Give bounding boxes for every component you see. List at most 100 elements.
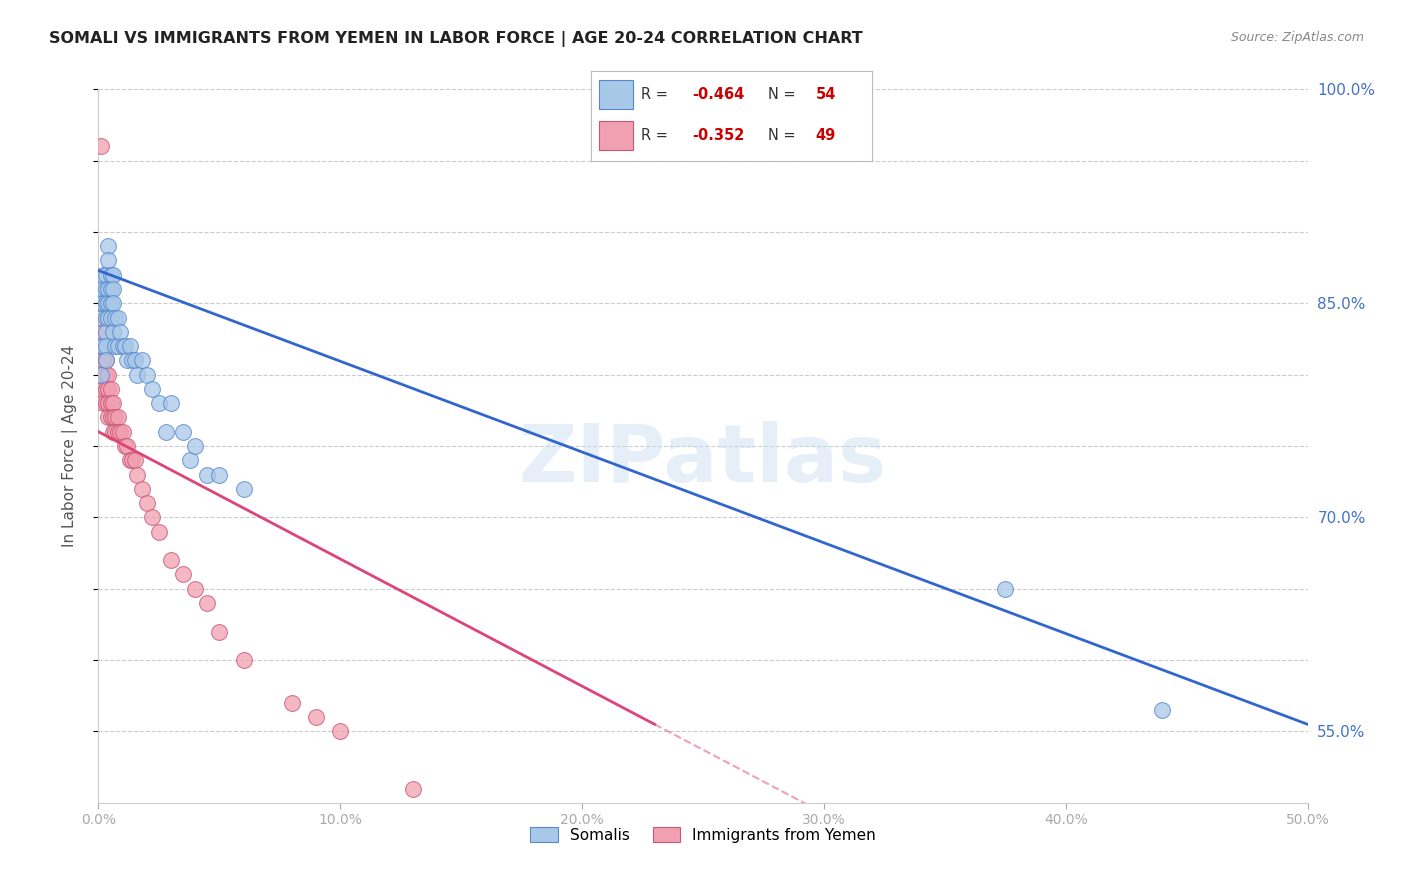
Point	[141, 382, 163, 396]
Text: ZIPatlas: ZIPatlas	[519, 421, 887, 500]
Point	[101, 410, 124, 425]
Point	[148, 396, 170, 410]
Text: N =: N =	[768, 87, 796, 102]
FancyBboxPatch shape	[599, 80, 633, 109]
Point	[100, 410, 122, 425]
Point	[97, 282, 120, 296]
Point	[195, 596, 218, 610]
Y-axis label: In Labor Force | Age 20-24: In Labor Force | Age 20-24	[62, 345, 77, 547]
Point	[100, 282, 122, 296]
Point	[402, 781, 425, 796]
Point	[100, 396, 122, 410]
Point	[94, 268, 117, 282]
Point	[108, 325, 131, 339]
Point	[148, 524, 170, 539]
Point	[91, 268, 114, 282]
Point	[94, 368, 117, 382]
Point	[118, 339, 141, 353]
Text: 49: 49	[815, 128, 835, 143]
Point	[208, 467, 231, 482]
Point	[155, 425, 177, 439]
Point	[100, 296, 122, 310]
Point	[111, 425, 134, 439]
Point	[101, 268, 124, 282]
Point	[141, 510, 163, 524]
Point	[101, 396, 124, 410]
Point	[172, 567, 194, 582]
Text: -0.464: -0.464	[692, 87, 744, 102]
Point	[104, 425, 127, 439]
Point	[94, 339, 117, 353]
Point	[184, 582, 207, 596]
Point	[97, 382, 120, 396]
Point	[90, 310, 112, 325]
Point	[100, 310, 122, 325]
Point	[131, 353, 153, 368]
Point	[305, 710, 328, 724]
Point	[329, 724, 352, 739]
Point	[97, 239, 120, 253]
Point	[90, 339, 112, 353]
Point	[107, 339, 129, 353]
Text: SOMALI VS IMMIGRANTS FROM YEMEN IN LABOR FORCE | AGE 20-24 CORRELATION CHART: SOMALI VS IMMIGRANTS FROM YEMEN IN LABOR…	[49, 31, 863, 47]
Point	[1031, 810, 1053, 824]
Point	[114, 339, 136, 353]
Point	[118, 453, 141, 467]
Point	[104, 339, 127, 353]
Point	[97, 410, 120, 425]
Point	[117, 353, 139, 368]
Point	[232, 653, 254, 667]
Point	[100, 382, 122, 396]
Point	[117, 439, 139, 453]
Point	[97, 296, 120, 310]
Point	[107, 310, 129, 325]
Point	[135, 496, 157, 510]
Point	[97, 253, 120, 268]
Point	[90, 368, 112, 382]
Point	[172, 425, 194, 439]
Text: -0.352: -0.352	[692, 128, 744, 143]
Point	[91, 382, 114, 396]
Point	[91, 339, 114, 353]
Text: R =: R =	[641, 87, 668, 102]
Point	[91, 353, 114, 368]
Point	[94, 382, 117, 396]
Point	[195, 467, 218, 482]
Point	[97, 368, 120, 382]
Text: R =: R =	[641, 128, 668, 143]
Point	[90, 310, 112, 325]
Point	[160, 396, 183, 410]
Point	[184, 439, 207, 453]
Point	[91, 282, 114, 296]
Point	[94, 353, 117, 368]
Point	[91, 296, 114, 310]
Point	[108, 425, 131, 439]
FancyBboxPatch shape	[599, 121, 633, 150]
Point	[101, 296, 124, 310]
Point	[101, 282, 124, 296]
Point	[124, 353, 146, 368]
Text: 54: 54	[815, 87, 835, 102]
Point	[208, 624, 231, 639]
Point	[107, 410, 129, 425]
Point	[107, 425, 129, 439]
Point	[94, 282, 117, 296]
Legend: Somalis, Immigrants from Yemen: Somalis, Immigrants from Yemen	[524, 821, 882, 848]
Point	[91, 296, 114, 310]
Point	[281, 696, 304, 710]
Point	[160, 553, 183, 567]
Point	[104, 410, 127, 425]
Point	[91, 325, 114, 339]
Point	[104, 310, 127, 325]
Point	[135, 368, 157, 382]
Point	[90, 139, 112, 153]
Text: N =: N =	[768, 128, 796, 143]
Point	[94, 396, 117, 410]
Point	[232, 482, 254, 496]
Point	[90, 368, 112, 382]
Point	[179, 453, 201, 467]
Point	[124, 453, 146, 467]
Point	[97, 396, 120, 410]
Point	[94, 296, 117, 310]
Point	[101, 425, 124, 439]
